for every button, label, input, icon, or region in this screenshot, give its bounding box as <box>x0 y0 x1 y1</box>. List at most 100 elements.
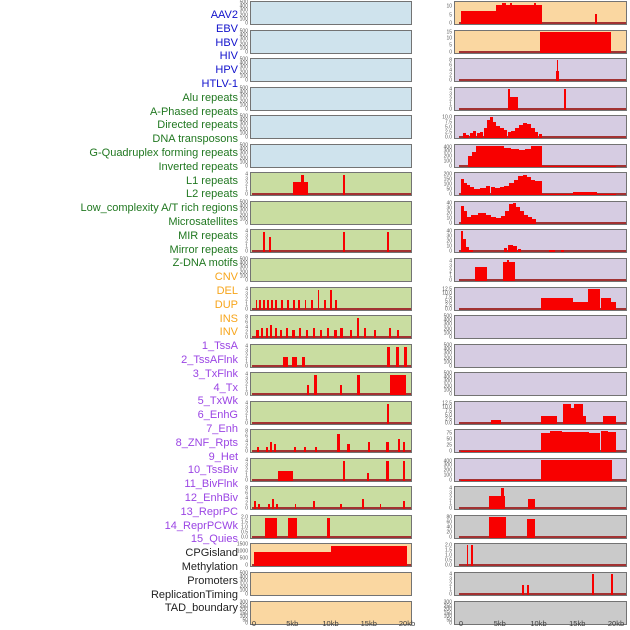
y-tick-label: 0.5 <box>241 529 248 536</box>
y-tick-label: 400 <box>443 346 452 353</box>
data-bar <box>294 503 297 509</box>
y-tick-label: 0 <box>245 420 248 427</box>
y-tick-label: 300 <box>239 599 248 606</box>
y-tick-label: 100 <box>239 273 248 280</box>
data-bar <box>518 176 523 195</box>
y-tick-label: 5.0 <box>445 298 452 305</box>
data-bar <box>403 501 406 509</box>
track-baseline <box>459 507 626 509</box>
data-bar <box>403 346 407 367</box>
y-tick-label: 1.0 <box>445 552 452 559</box>
data-bar <box>254 501 256 509</box>
y-tick-label: 200 <box>239 126 248 133</box>
data-bar <box>556 60 559 81</box>
track-baseline <box>252 365 411 367</box>
y-tick-label: 100 <box>443 181 452 188</box>
y-tick-label: 200 <box>443 467 452 474</box>
y-tick-label: 10.0 <box>442 404 452 411</box>
data-bar <box>274 327 277 338</box>
y-tick-label: 5.0 <box>445 124 452 131</box>
data-bar <box>387 403 390 424</box>
data-bar <box>361 498 364 509</box>
y-tick-label: 1.5 <box>241 519 248 526</box>
y-tick-label: 0 <box>245 620 248 627</box>
y-tick-label: 20 <box>446 238 452 245</box>
data-bar <box>387 231 390 252</box>
track-baseline <box>252 393 411 395</box>
data-bar <box>260 327 264 338</box>
data-bar <box>478 213 486 224</box>
y-tick-label: 4 <box>449 258 452 265</box>
y-tick-label: 1 <box>245 415 248 422</box>
y-tick-label: 3 <box>245 291 248 298</box>
y-tick-label: 3 <box>245 176 248 183</box>
y-tick-label: 6 <box>245 433 248 440</box>
y-tick-label: 0 <box>449 49 452 56</box>
y-tick-label: 500 <box>443 370 452 377</box>
data-bar <box>508 97 519 110</box>
data-bar <box>270 441 273 452</box>
data-bar <box>461 451 541 452</box>
track-label-1_TssA: 1_TssA <box>201 340 238 353</box>
y-tick-label: 15 <box>446 29 452 36</box>
data-bar <box>469 132 473 138</box>
track-panel-DEL <box>250 572 412 596</box>
y-tick-label: 0 <box>449 505 452 512</box>
track-baseline <box>252 450 411 452</box>
y-tick-label: 200 <box>239 98 248 105</box>
y-tick-label: 0 <box>245 220 248 227</box>
y-tick-label: 30 <box>446 205 452 212</box>
data-bar <box>499 127 504 138</box>
track-panel-CNV <box>250 543 412 567</box>
track-label-Methylation: Methylation <box>181 561 238 573</box>
y-tick-label: 100 <box>443 359 452 366</box>
y-tick-label: 4 <box>245 438 248 445</box>
data-bar <box>461 231 464 252</box>
data-bar <box>257 446 260 452</box>
data-bar <box>540 32 611 53</box>
y-tick-label: 100 <box>239 102 248 109</box>
data-bar <box>538 133 542 138</box>
y-tick-label: 4 <box>245 228 248 235</box>
y-tick-label: 40 <box>446 228 452 235</box>
y-tick-label: 0 <box>245 562 248 569</box>
y-tick-label: 400 <box>239 260 248 267</box>
y-tick-label: 0 <box>245 306 248 313</box>
data-bar <box>379 503 382 509</box>
track-label-EBV: EBV <box>215 22 238 35</box>
y-tick-label: 4 <box>245 343 248 350</box>
track-label-11_BivFlnk: 11_BivFlnk <box>184 478 238 491</box>
y-tick-label: 2 <box>245 296 248 303</box>
data-bar <box>302 356 306 367</box>
data-bar <box>541 166 616 167</box>
y-tick-label: 200 <box>239 583 248 590</box>
data-bar <box>488 496 506 509</box>
data-bar <box>475 267 487 281</box>
y-tick-label: 400 <box>443 317 452 324</box>
track-label-7_Enh: 7_Enh <box>206 423 238 435</box>
y-tick-label: 0 <box>449 191 452 198</box>
data-bar <box>317 289 320 310</box>
data-bar <box>488 516 506 538</box>
data-bar <box>483 127 487 138</box>
y-tick-label: 3 <box>245 376 248 383</box>
y-tick-label: 1000 <box>236 548 248 555</box>
data-bar <box>503 248 508 252</box>
data-bar <box>507 245 513 252</box>
data-bar <box>275 299 278 310</box>
y-tick-label: 0 <box>245 591 248 598</box>
track-label-Z-DNA motifs: Z-DNA motifs <box>172 257 238 270</box>
track-label-TAD_boundary: TAD_boundary <box>164 602 238 615</box>
y-tick-label: 500 <box>239 256 248 263</box>
x-axis-tick-label: 5kb <box>286 619 299 628</box>
data-bar <box>356 317 359 338</box>
data-bar <box>314 374 318 395</box>
y-tick-label: 8 <box>449 57 452 64</box>
y-tick-label: 0 <box>245 248 248 255</box>
track-label-12_EnhBiv: 12_EnhBiv <box>184 492 238 504</box>
y-tick-label: 0 <box>245 49 248 56</box>
track-panel-HTLV-1 <box>250 144 412 168</box>
y-tick-label: 4 <box>449 67 452 74</box>
y-tick-label: 0 <box>245 106 248 113</box>
data-bar <box>548 250 555 252</box>
